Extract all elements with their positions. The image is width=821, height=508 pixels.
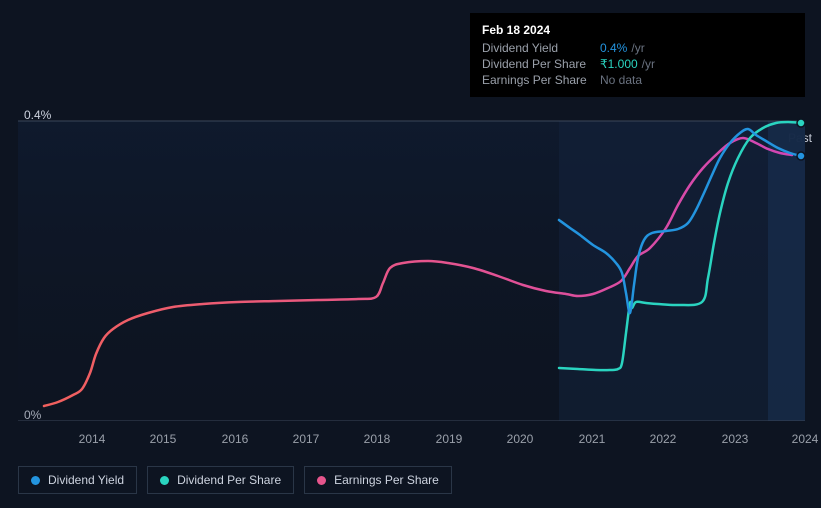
tooltip-row: Earnings Per Share No data — [482, 73, 793, 87]
legend-dot — [31, 476, 40, 485]
x-axis: 2014 2015 2016 2017 2018 2019 2020 2021 2022 2023… — [18, 426, 805, 446]
legend-label: Dividend Per Share — [177, 473, 281, 487]
legend-label: Dividend Yield — [48, 473, 124, 487]
tooltip-row: Dividend Per Share ₹1.000 /yr — [482, 57, 793, 71]
x-tick-label: 2018 — [364, 432, 391, 446]
tooltip-row-label: Earnings Per Share — [482, 73, 600, 87]
tooltip-row-unit: /yr — [642, 57, 655, 71]
tooltip-row: Dividend Yield 0.4% /yr — [482, 41, 793, 55]
tooltip-row-value: ₹1.000 — [600, 57, 638, 71]
chart-tooltip: Feb 18 2024 Dividend Yield 0.4% /yr Divi… — [470, 13, 805, 97]
legend-label: Earnings Per Share — [334, 473, 439, 487]
tooltip-row-value: 0.4% — [600, 41, 627, 55]
chart-svg — [18, 113, 805, 421]
x-tick-label: 2014 — [79, 432, 106, 446]
line-chart[interactable] — [18, 113, 805, 421]
tooltip-date: Feb 18 2024 — [482, 23, 793, 37]
legend-item-earnings-per-share[interactable]: Earnings Per Share — [304, 466, 452, 494]
legend-dot — [160, 476, 169, 485]
x-tick-label: 2021 — [579, 432, 606, 446]
x-tick-label: 2015 — [150, 432, 177, 446]
legend-item-dividend-yield[interactable]: Dividend Yield — [18, 466, 137, 494]
legend-dot — [317, 476, 326, 485]
tooltip-row-label: Dividend Per Share — [482, 57, 600, 71]
x-tick-label: 2024 — [792, 432, 819, 446]
tooltip-row-value: No data — [600, 73, 642, 87]
x-tick-label: 2017 — [293, 432, 320, 446]
x-tick-label: 2019 — [436, 432, 463, 446]
x-tick-label: 2023 — [722, 432, 749, 446]
tooltip-row-unit: /yr — [631, 41, 644, 55]
chart-legend: Dividend Yield Dividend Per Share Earnin… — [18, 466, 452, 494]
x-tick-label: 2020 — [507, 432, 534, 446]
x-tick-label: 2022 — [650, 432, 677, 446]
x-tick-label: 2016 — [222, 432, 249, 446]
legend-item-dividend-per-share[interactable]: Dividend Per Share — [147, 466, 294, 494]
tooltip-row-label: Dividend Yield — [482, 41, 600, 55]
